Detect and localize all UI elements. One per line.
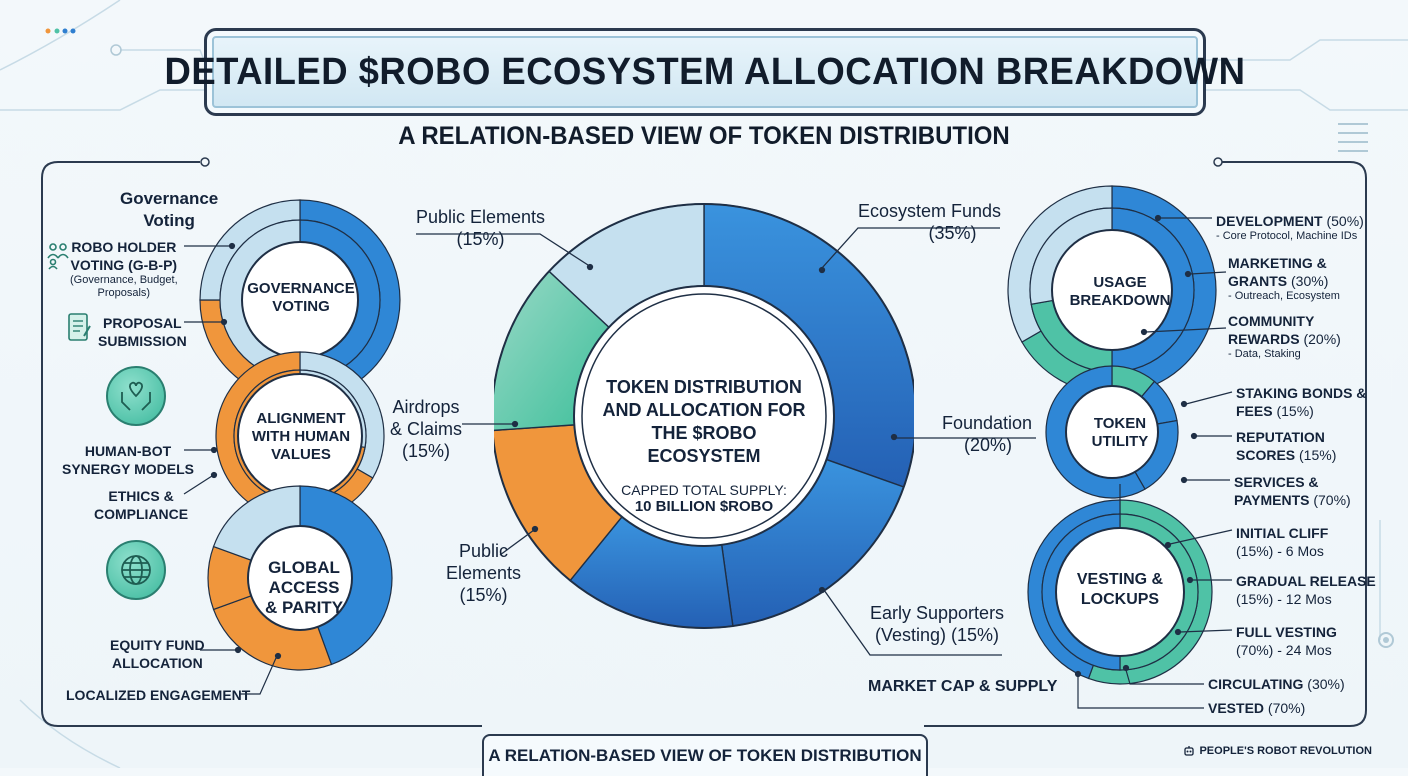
left-ring2-caption: ALIGNMENT WITH HUMAN VALUES [251, 410, 351, 463]
slice-label-public-elements-bottom: Public Elements (15%) [446, 541, 522, 605]
synergy-label: HUMAN-BOT SYNERGY MODELS [62, 443, 194, 477]
right-ring3-caption: VESTING & LOCKUPS [1076, 571, 1164, 608]
slice-label-foundation: Foundation (20%) [942, 413, 1033, 455]
people-icon [46, 240, 70, 270]
supply-value: 10 BILLION $ROBO [634, 498, 774, 515]
center-inner-ring [581, 293, 827, 539]
left-ring3-center [247, 525, 353, 631]
cliff-label: INITIAL CLIFF (15%) - 6 Mos [1236, 525, 1329, 559]
document-icon [66, 312, 92, 344]
reputation-label: REPUTATION SCORES (15%) [1236, 429, 1337, 463]
outer-ring [494, 203, 914, 629]
main-donut-chart [494, 203, 914, 629]
slice-label-early-supporters: Early Supporters (Vesting) (15%) [870, 603, 1005, 645]
left-rings [199, 199, 401, 671]
slice-label-airdrops: Airdrops & Claims (15%) [390, 397, 463, 461]
supply-label: CAPPED TOTAL SUPPLY: [621, 482, 787, 498]
center-title-line2: AND ALLOCATION FOR [602, 400, 806, 420]
center-disc [573, 285, 835, 547]
right-ring1-caption: USAGE BREAKDOWN [1069, 274, 1171, 309]
market-cap-label: MARKET CAP & SUPPLY [868, 678, 1058, 695]
center-title-line1: TOKEN DISTRIBUTION [606, 377, 802, 397]
right-ring2-caption: TOKEN UTILITY [1091, 415, 1149, 450]
staking-label: STAKING BONDS & FEES (15%) [1236, 385, 1367, 419]
slice-label-ecosystem: Ecosystem Funds (35%) [858, 201, 1002, 243]
left-ring3-caption: GLOBAL ACCESS & PARITY [264, 558, 344, 617]
brand: PEOPLE'S ROBOT REVOLUTION [1183, 745, 1372, 757]
right-ring2-center [1065, 385, 1159, 479]
gradual-label: GRADUAL RELEASE (15%) - 12 Mos [1236, 573, 1376, 607]
footer-banner: A RELATION-BASED VIEW OF TOKEN DISTRIBUT… [482, 734, 928, 776]
right-ring3-center [1055, 527, 1185, 657]
title-banner: DETAILED $ROBO ECOSYSTEM ALLOCATION BREA… [165, 28, 1245, 116]
ethics-label: ETHICS & COMPLIANCE [94, 488, 189, 522]
globe-icon [106, 540, 166, 600]
left-ring1-caption: GOVERNANCE VOTING [247, 280, 355, 315]
robo-holder-label: ROBO HOLDER VOTING (G-B-P) (Governance, … [70, 239, 178, 299]
community-label: COMMUNITY REWARDS (20%) - Data, Staking [1228, 313, 1341, 360]
services-label: SERVICES & PAYMENTS (70%) [1234, 474, 1351, 508]
circulating-label: CIRCULATING (30%) [1208, 676, 1345, 692]
development-label: DEVELOPMENT (50%) - Core Protocol, Machi… [1216, 213, 1364, 242]
heart-hands-icon [106, 366, 166, 426]
page-subtitle: A RELATION-BASED VIEW OF TOKEN DISTRIBUT… [398, 122, 1010, 150]
full-vesting-label: FULL VESTING (70%) - 24 Mos [1236, 624, 1337, 658]
equity-label: EQUITY FUND ALLOCATION [110, 637, 205, 671]
right-ring1-center [1051, 229, 1173, 351]
robot-icon [1184, 746, 1195, 756]
localized-label: LOCALIZED ENGAGEMENT [66, 687, 251, 703]
vested-label: VESTED (70%) [1208, 700, 1306, 716]
marketing-label: MARKETING & GRANTS (30%) - Outreach, Eco… [1228, 255, 1340, 302]
page-title: DETAILED $ROBO ECOSYSTEM ALLOCATION BREA… [164, 50, 1246, 93]
left-header: Governance Voting [120, 189, 219, 230]
center-text: TOKEN DISTRIBUTION AND ALLOCATION FOR TH… [594, 376, 814, 515]
proposal-label: PROPOSAL SUBMISSION [98, 315, 187, 349]
brand-text: PEOPLE'S ROBOT REVOLUTION [1199, 745, 1372, 757]
center-title-line3: THE $ROBO ECOSYSTEM [647, 423, 761, 466]
right-rings [1007, 185, 1217, 685]
